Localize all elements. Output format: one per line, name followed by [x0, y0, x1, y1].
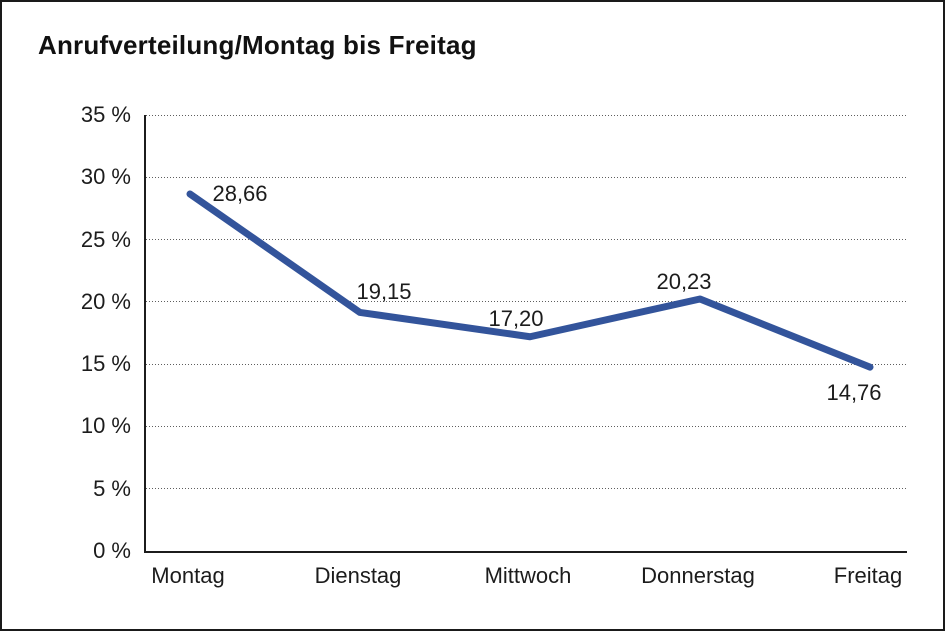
- gridline: [146, 114, 907, 116]
- gridline: [146, 176, 907, 178]
- y-axis-tick-label: 25 %: [80, 226, 131, 252]
- x-axis-category-label: Mittwoch: [484, 563, 572, 588]
- x-axis-category-label: Donnerstag: [641, 563, 755, 588]
- gridline: [146, 488, 907, 490]
- data-point-label: 19,15: [356, 279, 412, 305]
- y-axis-tick-label: 20 %: [80, 288, 131, 314]
- data-line: [186, 190, 874, 371]
- y-axis-tick-label: 30 %: [80, 164, 131, 190]
- chart-canvas: [186, 190, 874, 371]
- gridline: [146, 239, 907, 241]
- gridline: [146, 363, 907, 365]
- x-axis-category-label: Dienstag: [314, 563, 402, 588]
- gridline: [146, 425, 907, 427]
- plot-area: [144, 114, 907, 553]
- y-axis-tick-label: 0 %: [93, 538, 131, 563]
- data-point-label: 14,76: [826, 380, 882, 406]
- data-point-label: 17,20: [488, 305, 544, 331]
- chart-title: Anrufverteilung/Montag bis Freitag: [38, 30, 477, 60]
- x-axis-category-label: Freitag: [833, 563, 903, 588]
- data-point-label: 20,23: [656, 268, 712, 294]
- gridline: [146, 301, 907, 303]
- data-point-label: 28,66: [212, 180, 268, 206]
- y-axis-tick-label: 15 %: [80, 351, 131, 377]
- y-axis-tick-label: 5 %: [93, 475, 131, 501]
- y-axis-tick-label: 10 %: [80, 413, 131, 439]
- x-axis-category-label: Montag: [151, 563, 225, 588]
- y-axis-tick-label: 35 %: [80, 102, 131, 127]
